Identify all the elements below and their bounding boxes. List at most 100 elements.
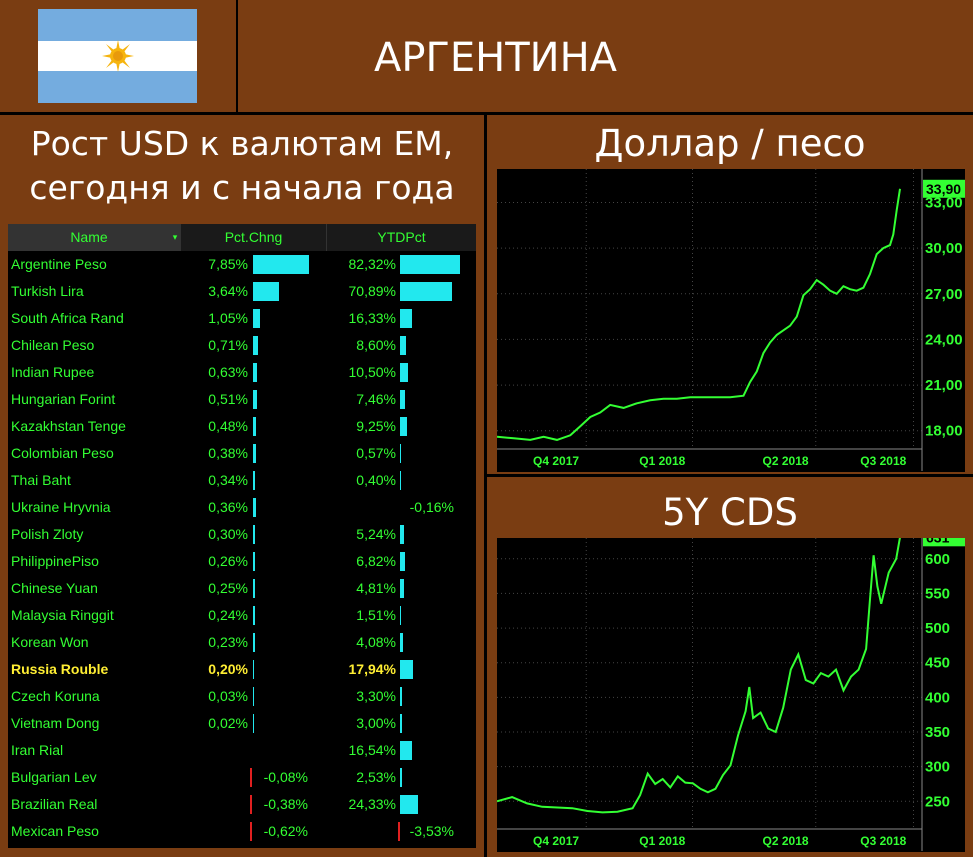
ytd-bar <box>400 795 418 814</box>
row-ytd-value: 82,32% <box>348 256 396 272</box>
row-pct-value: 0,63% <box>208 364 248 380</box>
table-row[interactable]: Korean Won 0,23% 4,08% <box>8 629 476 656</box>
row-ytd-value: 10,50% <box>348 364 396 380</box>
ytd-bar <box>400 336 407 355</box>
table-row[interactable]: Thai Baht 0,34% 0,40% <box>8 467 476 494</box>
panel-divider <box>484 114 487 857</box>
row-pct-value: 1,05% <box>208 310 248 326</box>
table-row[interactable]: Indian Rupee 0,63% 10,50% <box>8 359 476 386</box>
y-tick-label: 500 <box>925 620 950 637</box>
ytd-bar <box>400 579 404 598</box>
table-row[interactable]: Mexican Peso -0,62% -3,53% <box>8 818 476 845</box>
table-row[interactable]: Chilean Peso 0,71% 8,60% <box>8 332 476 359</box>
table-row[interactable]: Polish Zloty 0,30% 5,24% <box>8 521 476 548</box>
row-ytd-value: 5,24% <box>356 526 396 542</box>
last-value-label: 33,90 <box>926 181 961 197</box>
pct-bar <box>253 363 258 382</box>
row-ytd-value: 4,08% <box>356 634 396 650</box>
pct-bar <box>253 579 255 598</box>
ytd-bar <box>400 687 403 706</box>
sort-dropdown-icon[interactable]: ▾ <box>170 224 181 251</box>
row-name: Polish Zloty <box>11 526 84 542</box>
y-tick-label: 350 <box>925 724 950 741</box>
currency-table: Name ▾ Pct.Chng YTDPct Argentine Peso 7,8… <box>8 224 476 848</box>
row-ytd-value: 16,33% <box>348 310 396 326</box>
ytd-bar <box>400 741 413 760</box>
table-row[interactable]: Turkish Lira 3,64% 70,89% <box>8 278 476 305</box>
x-tick-label: Q4 2017 <box>533 454 579 468</box>
table-row[interactable]: Bulgarian Lev -0,08% 2,53% <box>8 764 476 791</box>
row-pct-value: 0,20% <box>208 661 248 677</box>
column-header-name[interactable]: Name <box>8 224 171 251</box>
row-pct-value: -0,08% <box>263 769 308 785</box>
y-tick-label: 550 <box>925 585 950 602</box>
y-tick-label: 250 <box>925 793 950 810</box>
ytd-bar <box>400 255 460 274</box>
ytd-neg-bar <box>398 822 400 841</box>
sun-of-may-icon <box>102 40 134 72</box>
column-header-ytd[interactable]: YTDPct <box>377 229 426 245</box>
table-row[interactable]: Brazilian Real -0,38% 24,33% <box>8 791 476 818</box>
row-name: Kazakhstan Tenge <box>11 418 126 434</box>
ytd-bar <box>400 768 402 787</box>
row-name: Ukraine Hryvnia <box>11 499 111 515</box>
ytd-bar <box>400 660 414 679</box>
table-row[interactable]: Hungarian Forint 0,51% 7,46% <box>8 386 476 413</box>
ytd-bar <box>400 282 452 301</box>
last-value-box <box>923 538 965 547</box>
ytd-bar <box>400 471 401 490</box>
row-pct-value <box>148 737 248 764</box>
row-pct-value: 0,24% <box>208 607 248 623</box>
table-row[interactable]: Ukraine Hryvnia 0,36% -0,16% <box>8 494 476 521</box>
x-tick-label: Q1 2018 <box>639 454 685 468</box>
pct-bar <box>253 255 309 274</box>
row-pct-value: 3,64% <box>208 283 248 299</box>
row-ytd-value: 16,54% <box>348 742 396 758</box>
table-row[interactable]: PhilippinePiso 0,26% 6,82% <box>8 548 476 575</box>
table-row[interactable]: Vietnam Dong 0,02% 3,00% <box>8 710 476 737</box>
y-tick-label: 24,00 <box>925 331 963 348</box>
row-name: Vietnam Dong <box>11 715 100 731</box>
left-panel-title: Рост USD к валютам EM, сегодня и с начал… <box>0 122 484 210</box>
left-panel-title-line2: сегодня и с начала года <box>29 168 455 207</box>
table-row[interactable]: South Africa Rand 1,05% 16,33% <box>8 305 476 332</box>
row-ytd-value: 9,25% <box>356 418 396 434</box>
row-name: Mexican Peso <box>11 823 99 839</box>
column-header-pct[interactable]: Pct.Chng <box>181 224 327 251</box>
flag-stripe-top <box>38 9 197 41</box>
ytd-bar <box>400 552 405 571</box>
table-row[interactable]: Russia Rouble 0,20% 17,94% <box>8 656 476 683</box>
table-row[interactable]: Colombian Peso 0,38% 0,57% <box>8 440 476 467</box>
table-row[interactable]: Czech Koruna 0,03% 3,30% <box>8 683 476 710</box>
row-ytd-value: 8,60% <box>356 337 396 353</box>
ytd-bar <box>400 525 404 544</box>
row-ytd-value: 3,30% <box>356 688 396 704</box>
y-tick-label: 400 <box>925 689 950 706</box>
table-row[interactable]: Argentine Peso 7,85% 82,32% <box>8 251 476 278</box>
x-tick-label: Q2 2018 <box>763 454 809 468</box>
row-name: Thai Baht <box>11 472 71 488</box>
x-tick-label: Q3 2018 <box>860 454 906 468</box>
row-ytd-value: 24,33% <box>348 796 396 812</box>
series-line <box>497 538 901 814</box>
table-row[interactable]: Kazakhstan Tenge 0,48% 9,25% <box>8 413 476 440</box>
row-pct-value: 0,34% <box>208 472 248 488</box>
ytd-bar <box>400 444 401 463</box>
pct-bar <box>253 714 254 733</box>
pct-neg-bar <box>250 795 252 814</box>
header-divider <box>0 112 973 115</box>
table-row[interactable]: Chinese Yuan 0,25% 4,81% <box>8 575 476 602</box>
row-ytd-value: -3,53% <box>409 823 454 839</box>
table-row[interactable]: Iran Rial 16,54% <box>8 737 476 764</box>
row-name: Colombian Peso <box>11 445 114 461</box>
table-row[interactable]: Malaysia Ringgit 0,24% 1,51% <box>8 602 476 629</box>
cds-chart: Q4 2017 Q1 2018 Q2 2018 Q3 2018 250 300 350 400… <box>497 538 965 852</box>
row-ytd-value: 4,81% <box>356 580 396 596</box>
chart2-title-area: 5Y CDS <box>487 484 973 544</box>
flag-divider <box>236 0 238 114</box>
ytd-bar <box>400 363 408 382</box>
row-name: Bulgarian Lev <box>11 769 97 785</box>
y-tick-label: 21,00 <box>925 377 963 394</box>
pct-bar <box>253 552 255 571</box>
peso-chart: Q4 2017 Q1 2018 Q2 2018 Q3 2018 18,00 21,00 24… <box>497 169 965 472</box>
